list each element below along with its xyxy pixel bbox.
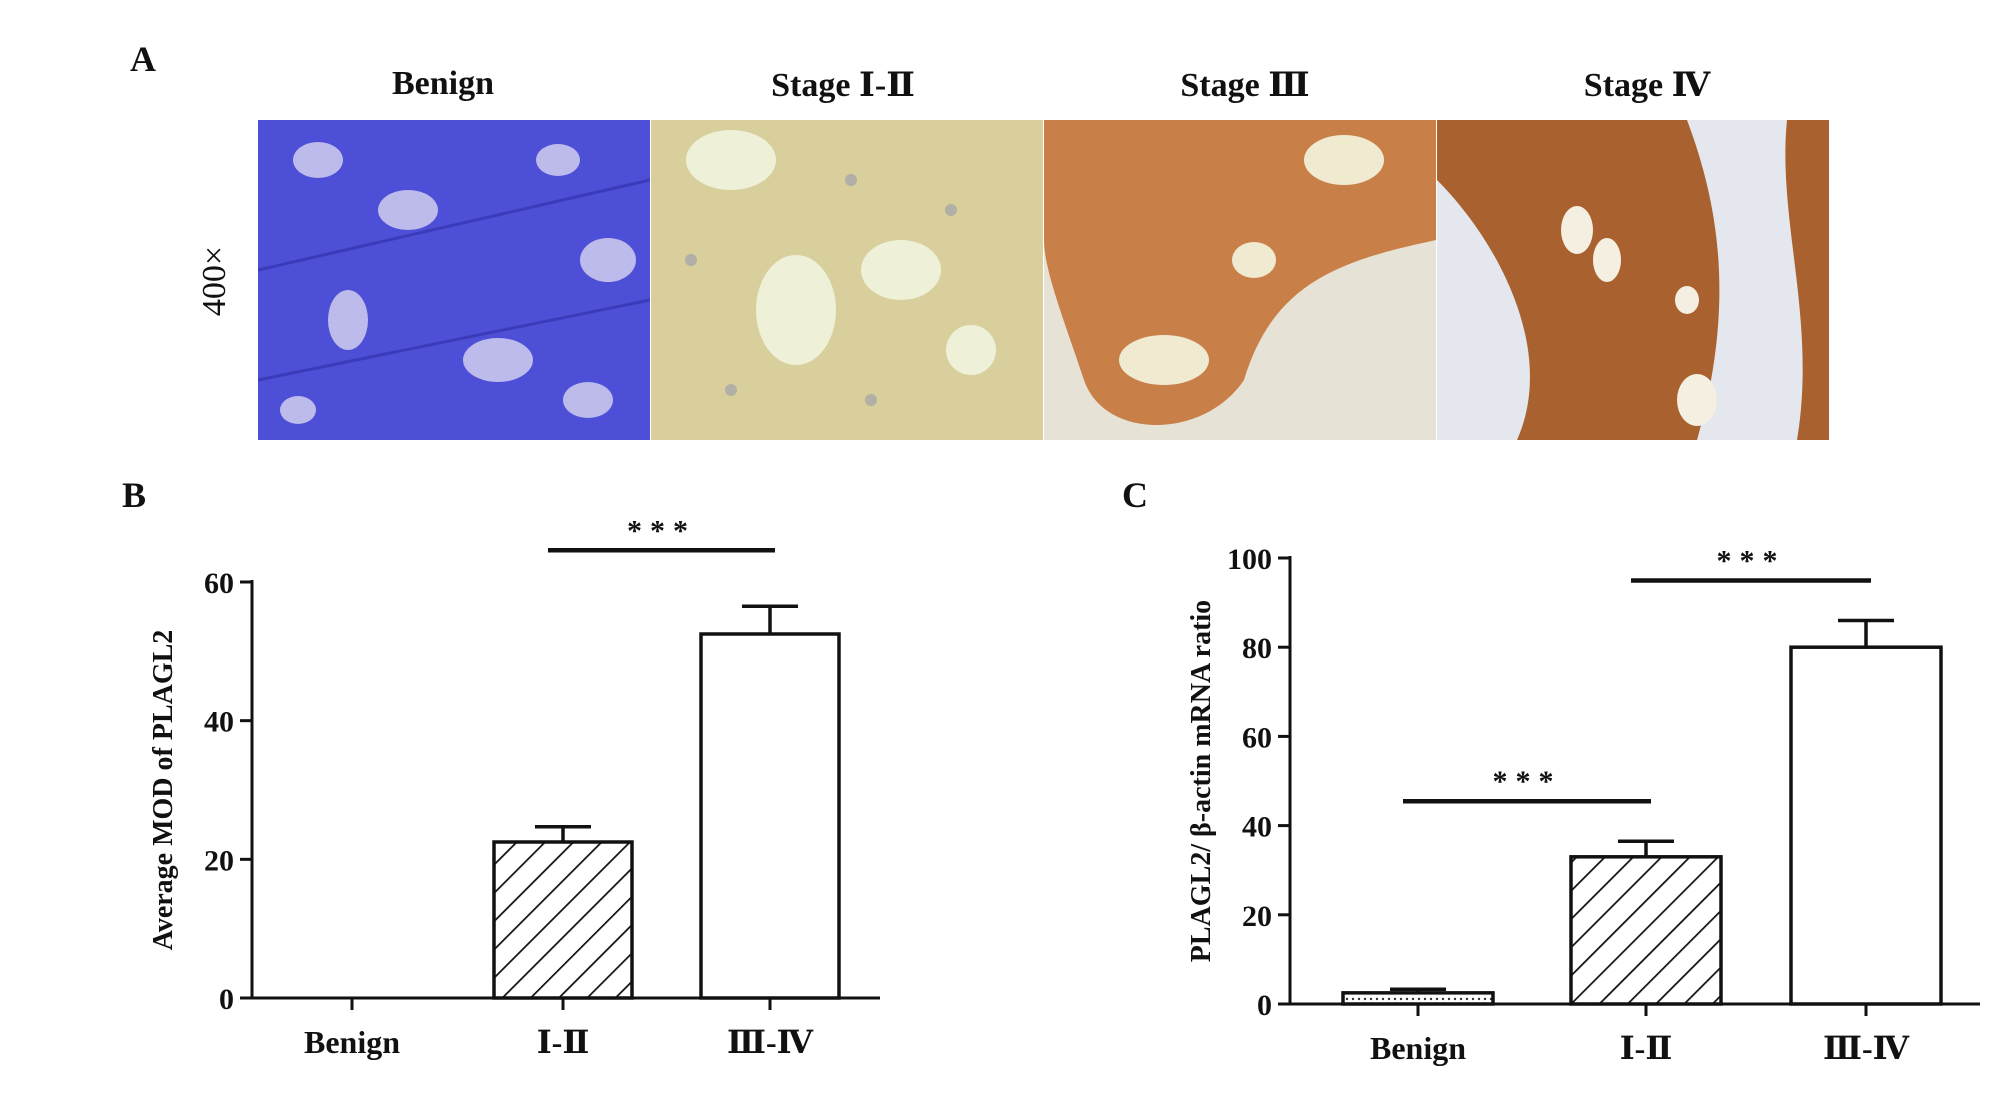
chart-c-bar-bg <box>1791 647 1941 1004</box>
magnification-label: 400× <box>196 245 234 317</box>
chart-c-bar-bg <box>1571 856 1721 1004</box>
tissue-image-stage-3 <box>1044 120 1436 440</box>
chart-c-bar <box>1569 855 1723 1006</box>
chart-b-y-axis-label: Average MOD of PLAGL2 <box>148 630 179 951</box>
chart-c-y-tick-label: 40 <box>1242 811 1272 844</box>
chart-b-bar-bg <box>494 842 632 998</box>
chart-c-y-tick-label: 60 <box>1242 721 1272 754</box>
chart-c-y-tick-label: 0 <box>1257 989 1272 1022</box>
title-benign: Benign <box>391 65 495 102</box>
chart-c-bar <box>1341 991 1495 1006</box>
title-stage-1-2: Stage Ⅰ-Ⅱ <box>771 67 915 104</box>
chart-c-y-tick-label: 100 <box>1227 543 1272 576</box>
tissue-image-stage-1-2 <box>651 120 1043 440</box>
chart-c-x-tick-label: Benign <box>1370 1030 1466 1066</box>
tissue-image-benign <box>258 120 650 440</box>
panel-b-letter: B <box>122 475 147 515</box>
title-stage-3: Stage Ⅲ <box>1180 67 1310 104</box>
panel-a-letter: A <box>130 39 156 79</box>
chart-b-x-tick-label: Ⅲ-Ⅳ <box>727 1024 814 1060</box>
panel-c-letter: C <box>1122 475 1148 515</box>
chart-b-significance-label: *** <box>627 514 696 547</box>
chart-c-x-tick-label: Ⅲ-Ⅳ <box>1823 1030 1910 1066</box>
chart-b-y-tick-label: 20 <box>204 844 234 877</box>
chart-c-significance-label: *** <box>1493 765 1562 798</box>
chart-c-bar-bg <box>1343 992 1493 1004</box>
chart-b-bar <box>492 840 634 1000</box>
chart-b-bar-bg <box>701 634 839 998</box>
tissue-image-stage-4 <box>1437 120 1829 440</box>
chart-c-significance-label: *** <box>1717 544 1786 577</box>
chart-c-y-tick-label: 20 <box>1242 900 1272 933</box>
chart-b-y-tick-label: 40 <box>204 706 234 739</box>
chart-b-bar <box>699 632 841 1000</box>
chart-c-y-tick-label: 80 <box>1242 632 1272 665</box>
chart-c-y-axis-label: PLAGL2/ β-actin mRNA ratio <box>1186 600 1217 962</box>
chart-b-y-tick-label: 0 <box>219 983 234 1016</box>
chart-b-y-tick-label: 60 <box>204 567 234 600</box>
chart-c-bar <box>1789 645 1943 1006</box>
chart-b-x-tick-label: Benign <box>304 1024 400 1060</box>
title-stage-4: Stage Ⅳ <box>1583 67 1711 104</box>
chart-b-x-tick-label: Ⅰ-Ⅱ <box>537 1024 590 1060</box>
chart-c-x-tick-label: Ⅰ-Ⅱ <box>1620 1030 1673 1066</box>
